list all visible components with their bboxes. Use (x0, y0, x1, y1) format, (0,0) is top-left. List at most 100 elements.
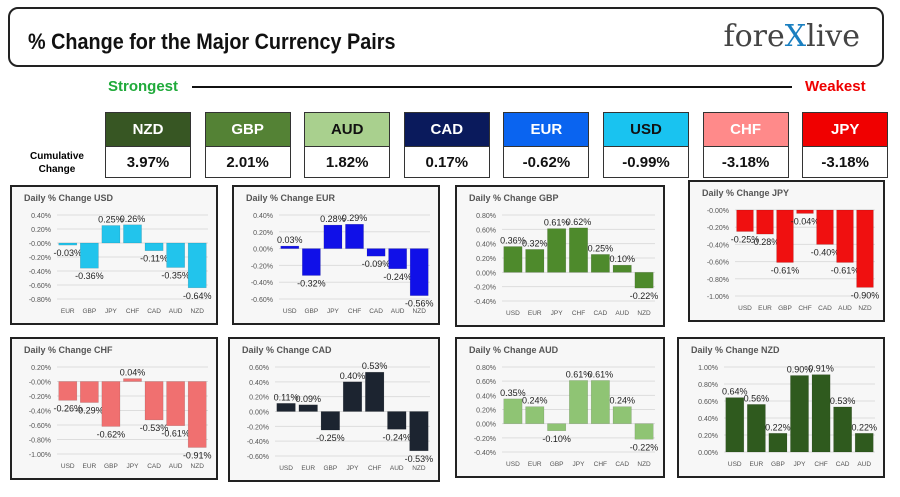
y-tick-label: -0.20% (707, 225, 729, 232)
chart-title: Daily % Change CHF (24, 345, 113, 355)
bar-usd (58, 381, 78, 401)
cumulative-value: -0.99% (622, 154, 670, 171)
y-tick-label: 0.60% (476, 379, 496, 386)
x-tick-label: GBP (778, 305, 792, 312)
bar-eur (525, 406, 545, 424)
data-label: -0.04% (791, 216, 820, 226)
data-label: 0.61% (566, 369, 592, 379)
data-label: -0.61% (831, 265, 860, 275)
y-tick-label: -0.20% (247, 424, 269, 431)
bar-jpy (547, 228, 567, 273)
y-tick-label: 0.40% (31, 213, 51, 220)
y-tick-label: -0.40% (707, 242, 729, 249)
x-tick-label: CHF (572, 310, 585, 317)
data-label: 0.35% (500, 388, 526, 398)
data-label: -0.40% (811, 247, 840, 257)
data-label: -0.91% (183, 450, 212, 460)
strongest-label: Strongest (108, 78, 179, 95)
y-tick-label: 0.00% (698, 450, 718, 457)
x-tick-label: USD (506, 310, 520, 317)
data-label: -0.24% (383, 432, 412, 442)
currency-code: CAD (404, 113, 489, 147)
y-tick-label: -0.00% (29, 380, 51, 387)
data-label: -0.36% (75, 271, 104, 281)
bar-chf (123, 224, 142, 244)
bar-cad (612, 406, 632, 424)
x-tick-label: EUR (749, 461, 763, 468)
data-label: -0.26% (54, 403, 83, 413)
data-label: 0.04% (120, 368, 146, 378)
currency-box-jpy: JPY -3.18% (802, 112, 889, 178)
data-label: -0.61% (771, 265, 800, 275)
data-label: 0.53% (830, 396, 856, 406)
y-tick-label: -0.40% (474, 299, 496, 306)
y-tick-label: 0.20% (698, 433, 718, 440)
bar-usd (725, 397, 745, 453)
x-tick-label: CHF (126, 308, 139, 315)
x-tick-label: AUD (390, 465, 404, 472)
bar-eur (525, 249, 545, 273)
currency-box-chf: CHF -3.18% (702, 112, 789, 178)
chart-chf: Daily % Change CHF -1.00% -0.80% -0.60% -0.4… (10, 337, 218, 480)
x-tick-label: CHF (594, 461, 607, 468)
bar-usd (736, 209, 754, 232)
y-tick-label: -0.20% (251, 263, 273, 270)
bar-cad (366, 248, 386, 257)
x-tick-label: NZD (858, 305, 872, 312)
data-label: -0.25% (731, 235, 760, 245)
y-tick-label: 0.60% (698, 399, 718, 406)
currency-box-usd: USD -0.99% (603, 112, 689, 178)
y-tick-label: -0.40% (247, 439, 269, 446)
bar-jpy (569, 380, 588, 424)
x-tick-label: AUD (615, 310, 629, 317)
y-tick-label: -0.20% (474, 436, 496, 443)
y-tick-label: 0.00% (249, 410, 269, 417)
y-tick-label: 0.00% (476, 422, 496, 429)
y-tick-label: 0.40% (249, 380, 269, 387)
x-tick-label: GBP (323, 465, 337, 472)
currency-code: EUR (504, 113, 589, 147)
y-tick-label: -1.00% (707, 294, 729, 301)
bar-nzd (187, 381, 207, 448)
y-tick-label: 0.20% (476, 256, 496, 263)
y-tick-label: -0.60% (29, 423, 51, 430)
x-tick-label: CAD (836, 461, 850, 468)
chart-aud: Daily % Change AUD -0.40% -0.20% 0.00% 0.20%… (455, 337, 665, 478)
x-tick-label: CHF (368, 465, 381, 472)
y-tick-label: 0.20% (253, 230, 273, 237)
currency-code: USD (604, 113, 688, 147)
bar-aud (836, 209, 854, 263)
bar-eur (756, 209, 774, 235)
bar-eur (747, 404, 766, 453)
x-tick-label: USD (283, 308, 297, 315)
x-tick-label: AUD (838, 305, 852, 312)
bar-aud (166, 381, 185, 426)
y-tick-label: -0.20% (474, 285, 496, 292)
bar-cad (590, 254, 610, 273)
chart-title: Daily % Change EUR (246, 193, 336, 203)
y-tick-label: -0.80% (29, 297, 51, 304)
y-tick-label: 0.20% (31, 227, 51, 234)
x-tick-label: AUD (391, 308, 405, 315)
chart-title: Daily % Change USD (24, 193, 114, 203)
bar-aud (612, 264, 632, 273)
data-label: -0.53% (140, 423, 169, 433)
bar-cad (816, 209, 834, 245)
bar-jpy (123, 378, 142, 382)
weakest-label: Weakest (805, 78, 866, 95)
x-tick-label: JPY (105, 308, 118, 315)
cumulative-value: 3.97% (126, 154, 170, 171)
data-label: -0.11% (140, 254, 168, 264)
y-tick-label: 0.60% (476, 227, 496, 234)
cumulative-value: 2.01% (226, 154, 269, 171)
data-label: 0.28% (320, 214, 346, 224)
x-tick-label: CHF (814, 461, 827, 468)
bar-gbp (776, 209, 794, 263)
bar-jpy (790, 375, 809, 453)
data-label: -0.28% (751, 237, 780, 247)
bar-jpy (342, 381, 363, 412)
y-tick-label: 0.40% (476, 242, 496, 249)
data-label: -0.62% (97, 429, 126, 439)
bar-nzd (187, 242, 207, 289)
x-tick-label: USD (728, 461, 742, 468)
